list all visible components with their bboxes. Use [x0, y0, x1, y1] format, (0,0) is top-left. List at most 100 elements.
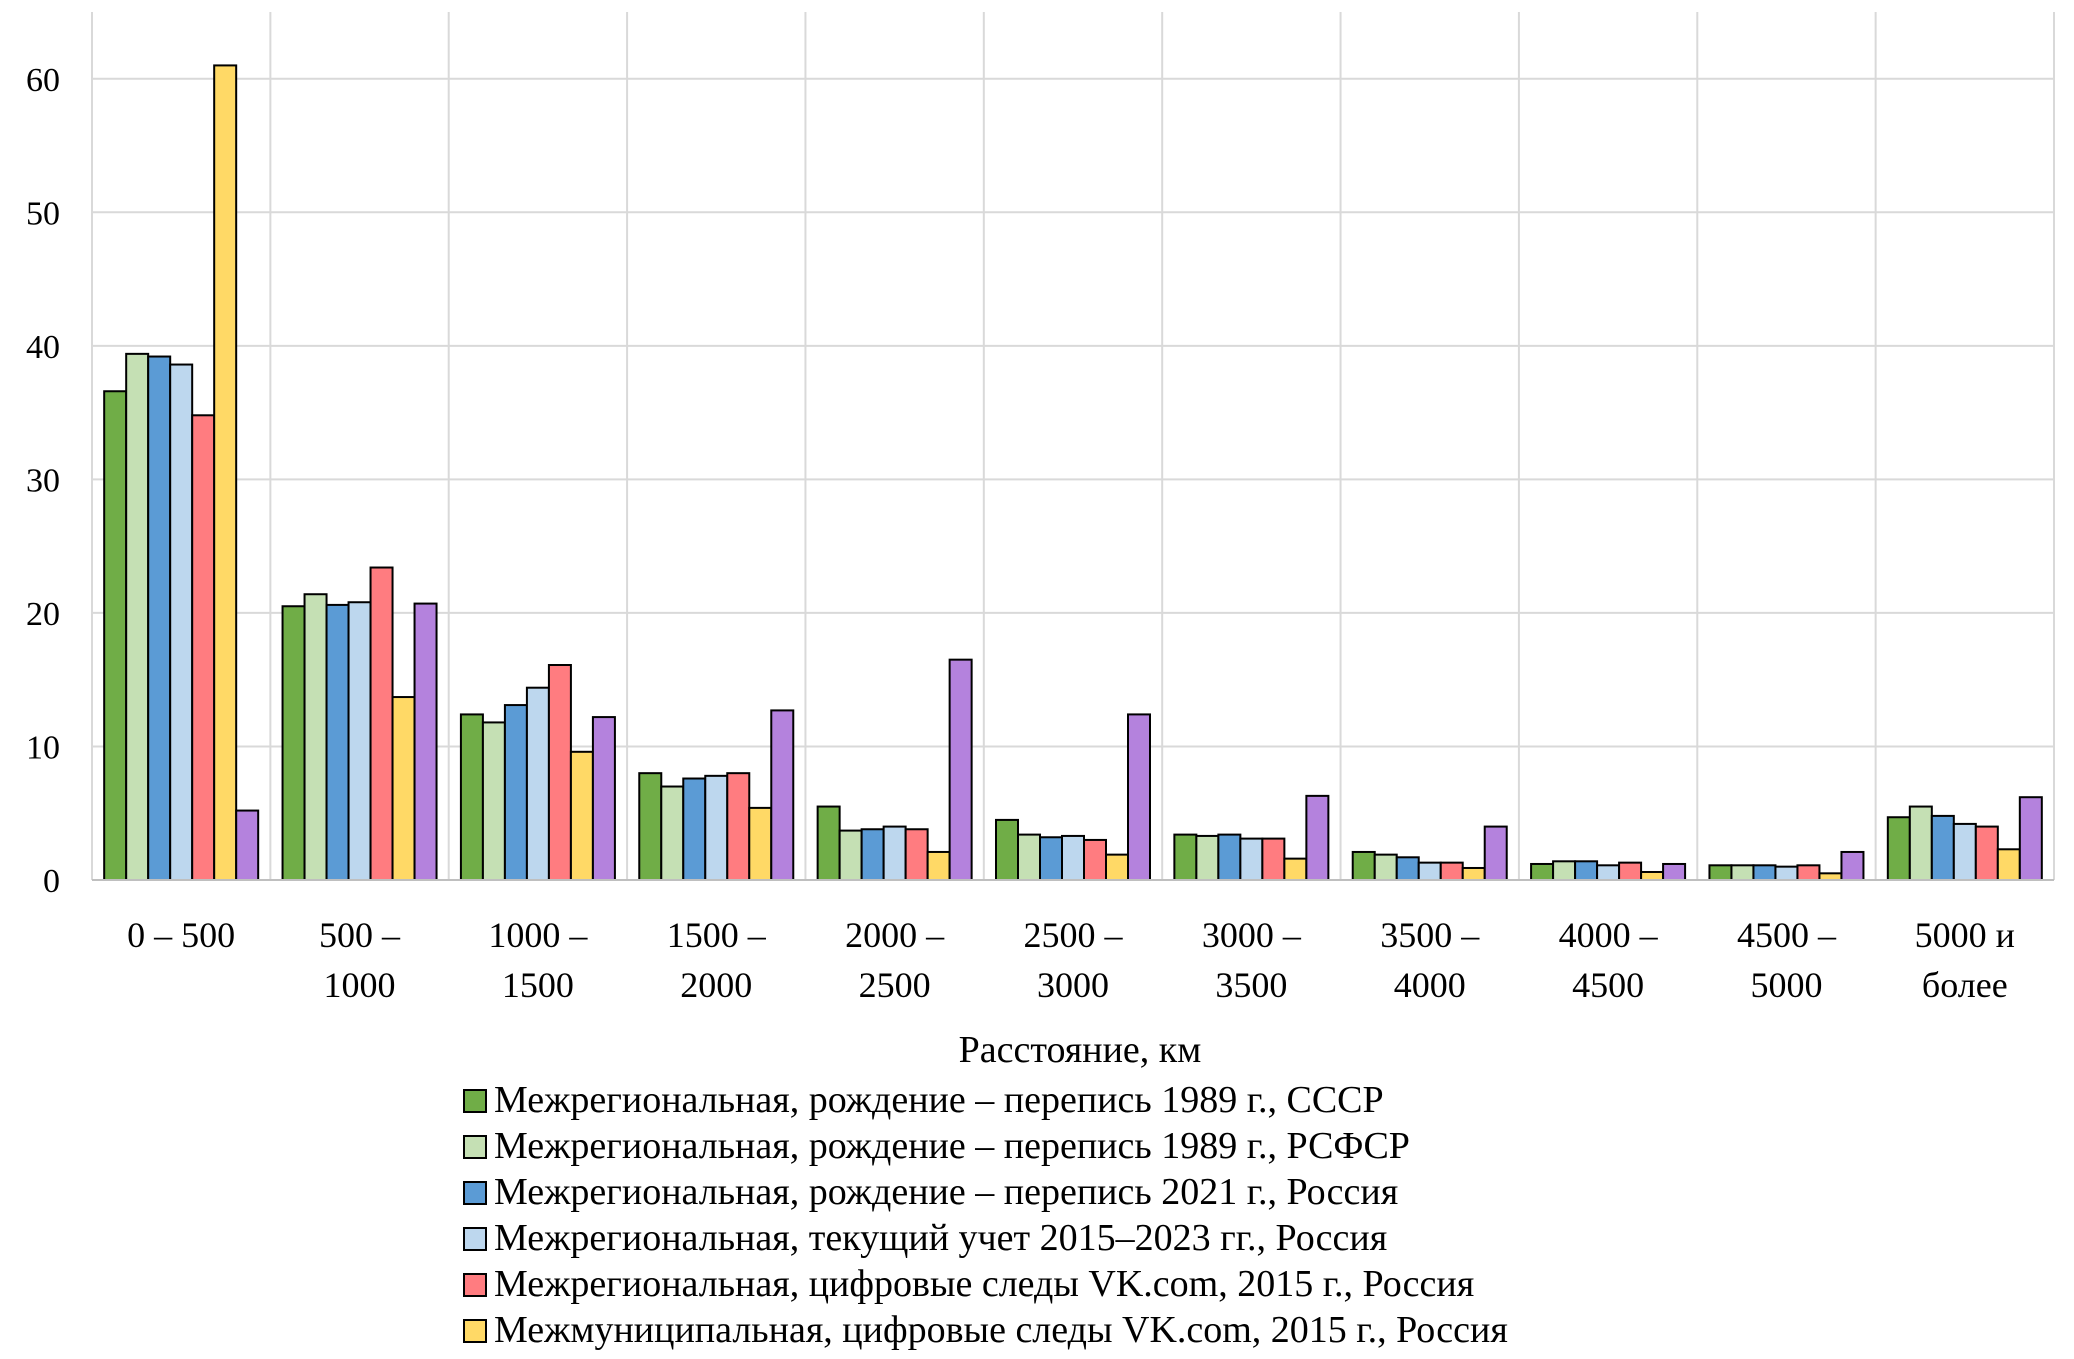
bar-group [1886, 796, 2043, 882]
bar [726, 772, 751, 882]
bar [147, 355, 172, 881]
bar [704, 774, 729, 882]
legend-item: Межрегиональная, рождение – перепись 198… [463, 1079, 1384, 1121]
bar [1395, 856, 1420, 881]
bar [1574, 860, 1599, 882]
bar [1640, 870, 1665, 881]
bar [1708, 864, 1733, 882]
x-tick-label: 5000 и более [1915, 915, 2015, 1005]
x-tick-label: 0 – 500 [127, 915, 235, 955]
bar [1840, 850, 1865, 881]
legend-swatch [463, 1319, 487, 1343]
bar [1908, 805, 1933, 881]
x-tick-label: 4000 –4500 [1559, 915, 1659, 1005]
y-tick-labels: 0 10 20 30 40 50 60 [26, 62, 60, 900]
bar [235, 809, 260, 881]
legend-swatch [463, 1181, 487, 1205]
legend-label: Межрегиональная, рождение – перепись 202… [494, 1171, 1398, 1213]
y-tick-label: 50 [26, 195, 60, 232]
bar [303, 593, 328, 882]
legend-label: Межрегиональная, рождение – перепись 198… [494, 1079, 1384, 1121]
legend-swatch [463, 1227, 487, 1251]
bar [1305, 794, 1330, 882]
bar [1618, 861, 1643, 882]
bar [213, 64, 238, 881]
bar [1662, 862, 1687, 882]
x-tick-label: 1500 –2000 [667, 915, 767, 1005]
bar [860, 828, 885, 881]
bar [1752, 864, 1777, 882]
bar [638, 772, 663, 882]
bar-groups [103, 64, 2043, 882]
bar [591, 716, 616, 881]
bar [1217, 833, 1242, 881]
legend-label: Межмуниципальная, цифровые следы VK.com,… [494, 1309, 1508, 1351]
bar [547, 664, 572, 881]
grid-lines [91, 12, 2055, 880]
bar-group [816, 658, 973, 882]
bar [1730, 864, 1755, 882]
y-tick-label: 20 [26, 596, 60, 633]
bar [948, 658, 973, 882]
bar [882, 825, 907, 881]
bar [569, 750, 594, 882]
bar [838, 829, 863, 881]
bar [347, 601, 372, 881]
bar [1886, 816, 1911, 882]
legend-swatch [463, 1089, 487, 1113]
bar-group [281, 566, 438, 882]
y-tick-label: 40 [26, 329, 60, 366]
bar [1530, 862, 1555, 882]
bar-group [459, 664, 616, 882]
bar [1373, 853, 1398, 881]
bar [1952, 822, 1977, 881]
x-tick-label: 2500 –3000 [1024, 915, 1124, 1005]
legend-label: Межрегиональная, текущий учет 2015–2023 … [494, 1217, 1387, 1259]
bar-group [1173, 794, 1330, 882]
bar [1195, 834, 1220, 882]
bar [391, 696, 416, 881]
bar [503, 704, 528, 882]
x-tick-label: 3500 –4000 [1380, 915, 1480, 1005]
bar [1083, 838, 1107, 882]
x-tick-label: 4500 –5000 [1737, 915, 1837, 1005]
bar [816, 805, 841, 881]
bar-group [1351, 825, 1508, 882]
x-tick-label: 1000 –1500 [488, 915, 588, 1005]
bar [191, 414, 216, 881]
bar [103, 390, 128, 881]
bar [1173, 833, 1198, 881]
bar-group [995, 713, 1151, 882]
bar [1351, 850, 1376, 881]
bar [1796, 864, 1821, 882]
legend-swatch [463, 1135, 487, 1159]
bar [1417, 861, 1442, 882]
bar [525, 686, 550, 881]
bar [1439, 861, 1464, 882]
legend-item: Межрегиональная, текущий учет 2015–2023 … [463, 1217, 1387, 1259]
bar [169, 363, 194, 881]
legend-item: Межрегиональная, рождение – перепись 198… [463, 1125, 1410, 1167]
bar [1974, 825, 1999, 881]
bar-group [103, 64, 260, 881]
x-tick-label: 2000 –2500 [845, 915, 945, 1005]
bar [325, 603, 350, 881]
bar [1017, 833, 1041, 881]
bar [413, 602, 438, 881]
bar [459, 713, 484, 881]
bar-group [638, 709, 795, 882]
y-tick-label: 30 [26, 462, 60, 499]
bar [1461, 866, 1486, 882]
y-tick-label: 10 [26, 729, 60, 766]
bar [1105, 853, 1129, 881]
bar [281, 605, 306, 881]
bar [1930, 814, 1955, 882]
bar [1283, 857, 1308, 882]
bar [1818, 872, 1843, 881]
bar [682, 777, 707, 881]
bar [770, 709, 795, 881]
bar-group [1708, 850, 1865, 882]
bar [1996, 848, 2021, 881]
legend-item: Межрегиональная, цифровые следы VK.com, … [463, 1263, 1474, 1305]
